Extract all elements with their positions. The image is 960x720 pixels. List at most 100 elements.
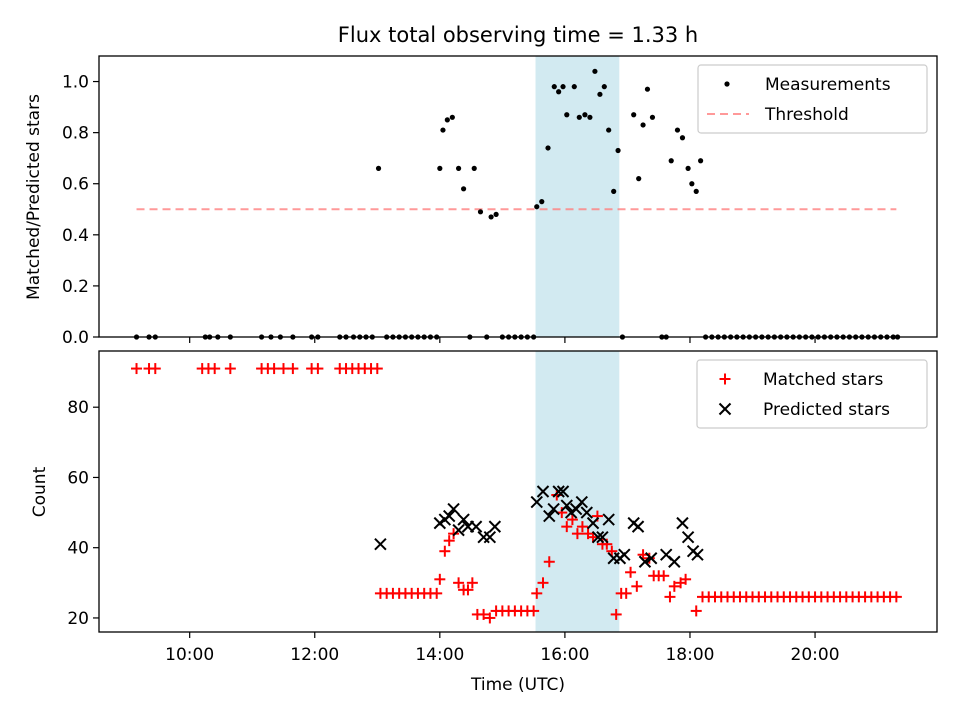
cross-stroke bbox=[660, 548, 673, 561]
cross-stroke bbox=[718, 402, 732, 416]
bottom-axes-frame bbox=[98, 350, 938, 633]
cross-stroke bbox=[668, 555, 681, 568]
bottom-y-tick-label: 40 bbox=[67, 539, 89, 559]
x-tick-label: 10:00 bbox=[165, 645, 214, 665]
matched-star-point bbox=[664, 591, 676, 603]
matched-star-point bbox=[466, 577, 478, 589]
measurement-point bbox=[689, 181, 695, 187]
measurement-point bbox=[679, 135, 686, 141]
matched-star-point bbox=[149, 363, 161, 375]
top-legend: Measurements Threshold bbox=[697, 64, 928, 134]
matched-star-point bbox=[620, 587, 632, 599]
cross-stroke bbox=[543, 509, 556, 523]
legend-predicted-marker bbox=[718, 402, 732, 416]
x-tick-label: 16:00 bbox=[540, 645, 589, 665]
measurement-point bbox=[556, 89, 562, 95]
measurement-point bbox=[440, 127, 446, 133]
bottom-y-tick-label: 80 bbox=[67, 398, 89, 418]
predicted-stars-points bbox=[374, 485, 704, 568]
x-tick-label: 18:00 bbox=[665, 645, 714, 665]
measurement-point bbox=[631, 112, 637, 118]
predicted-star-point bbox=[691, 548, 704, 561]
matched-star-point bbox=[606, 545, 618, 557]
measurement-point bbox=[564, 112, 570, 118]
cross-stroke bbox=[560, 499, 573, 512]
cross-stroke bbox=[552, 485, 565, 498]
measurement-point bbox=[493, 211, 499, 217]
measurement-point bbox=[460, 186, 467, 192]
top-panel: 0.0 0.2 0.4 0.6 0.8 1.0 Matched/Predicted sta… bbox=[24, 55, 938, 348]
predicted-star-point bbox=[374, 537, 387, 551]
matched-star-point bbox=[224, 363, 236, 375]
measurement-point bbox=[477, 209, 484, 215]
cross-stroke bbox=[556, 485, 570, 498]
matched-star-point bbox=[571, 528, 583, 540]
predicted-star-point bbox=[530, 495, 543, 509]
measurement-point bbox=[649, 114, 656, 120]
top-y-tick-label: 0.6 bbox=[62, 175, 89, 195]
predicted-star-point bbox=[469, 520, 483, 533]
predicted-star-point bbox=[631, 520, 645, 533]
top-y-tick-label: 1.0 bbox=[62, 73, 89, 93]
top-axes-frame bbox=[98, 55, 938, 338]
cross-stroke bbox=[618, 548, 631, 561]
chart-title: Flux total observing time = 1.33 h bbox=[338, 23, 698, 47]
matched-star-point bbox=[431, 587, 443, 599]
matched-star-point bbox=[462, 584, 474, 596]
top-x-ticks bbox=[189, 337, 816, 343]
matched-star-point bbox=[610, 608, 622, 620]
bottom-y-ticks: 20 40 60 80 bbox=[67, 398, 99, 629]
predicted-star-point bbox=[488, 520, 502, 533]
measurement-point bbox=[582, 112, 588, 118]
cross-stroke bbox=[469, 520, 483, 533]
x-axis-label: Time (UTC) bbox=[470, 675, 565, 695]
predicted-star-point bbox=[580, 506, 593, 519]
predicted-star-point bbox=[586, 516, 600, 530]
predicted-star-point bbox=[575, 495, 588, 509]
measurement-point bbox=[576, 114, 582, 120]
matched-star-point bbox=[484, 612, 496, 624]
matched-star-point bbox=[478, 608, 490, 620]
top-shaded-interval bbox=[535, 56, 620, 337]
predicted-star-point bbox=[483, 530, 497, 544]
measurement-point bbox=[539, 199, 545, 205]
measurement-point bbox=[551, 84, 557, 90]
predicted-star-point bbox=[560, 499, 573, 512]
legend-measurements-label: Measurements bbox=[765, 75, 891, 95]
cross-stroke bbox=[457, 513, 470, 526]
cross-stroke bbox=[631, 520, 645, 533]
matched-star-point bbox=[277, 363, 289, 375]
cross-stroke bbox=[452, 523, 465, 537]
measurement-point bbox=[636, 176, 642, 182]
matched-star-point bbox=[528, 605, 540, 617]
predicted-star-point bbox=[591, 530, 605, 544]
top-y-axis-label: Matched/Predicted stars bbox=[24, 94, 44, 300]
measurement-point bbox=[597, 91, 603, 97]
matched-star-point bbox=[631, 580, 643, 592]
top-y-ticks: 0.0 0.2 0.4 0.6 0.8 1.0 bbox=[62, 73, 99, 348]
predicted-star-point bbox=[457, 513, 470, 526]
predicted-star-point bbox=[644, 552, 658, 565]
matched-star-point bbox=[531, 587, 543, 599]
x-tick-label: 12:00 bbox=[290, 645, 339, 665]
matched-star-point bbox=[890, 591, 902, 603]
measurement-point bbox=[640, 122, 646, 128]
matched-star-point bbox=[371, 363, 383, 375]
measurement-point bbox=[534, 204, 540, 210]
measurement-point bbox=[693, 188, 699, 194]
predicted-star-point bbox=[618, 548, 631, 561]
cross-stroke bbox=[374, 537, 387, 551]
bottom-y-tick-label: 60 bbox=[67, 468, 89, 488]
cross-stroke bbox=[602, 513, 615, 526]
bottom-y-axis-label: Count bbox=[30, 466, 50, 517]
cross-stroke bbox=[530, 495, 543, 509]
predicted-star-point bbox=[452, 523, 465, 537]
matched-star-point bbox=[537, 577, 549, 589]
cross-stroke bbox=[443, 509, 456, 523]
measurement-point bbox=[571, 84, 577, 90]
matched-star-point bbox=[543, 556, 555, 568]
measurement-point bbox=[375, 165, 382, 171]
matched-star-point bbox=[209, 363, 221, 375]
